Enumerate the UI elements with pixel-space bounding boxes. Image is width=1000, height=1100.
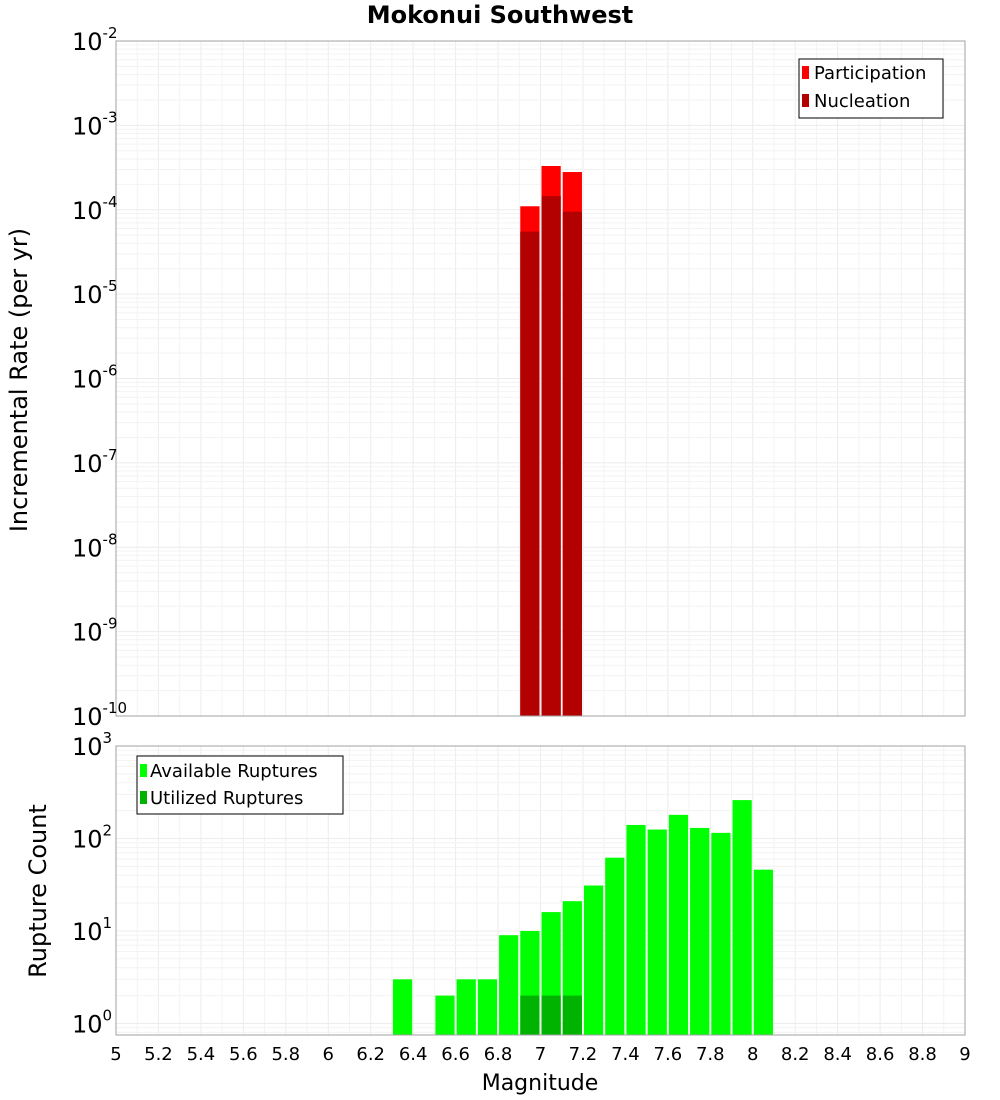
bottom-y-tick-label: 103 [72, 729, 112, 761]
available-ruptures-bar [499, 935, 519, 1035]
x-tick-label: 8 [747, 1044, 758, 1065]
x-axis-label: Magnitude [482, 1071, 599, 1096]
top-y-tick-label: 10-10 [72, 699, 127, 731]
x-ticks: 5 5.2 5.4 5.6 5.8 6 6.2 6.4 6.6 6.8 7 7.2 7.4 7.6 7.8 8… [110, 1044, 970, 1065]
x-tick-label: 9 [959, 1044, 970, 1065]
legend-label-available: Available Ruptures [150, 761, 318, 782]
x-tick-label: 6.8 [484, 1044, 513, 1065]
x-tick-label: 7 [535, 1044, 546, 1065]
x-tick-label: 5.8 [271, 1044, 300, 1065]
top-y-tick-label: 10-6 [72, 362, 118, 394]
available-ruptures-bar [583, 885, 604, 1035]
available-ruptures-bar [732, 800, 752, 1035]
x-tick-label: 8.2 [781, 1044, 810, 1065]
legend-swatch-participation [802, 66, 809, 79]
x-tick-label: 5.6 [229, 1044, 258, 1065]
top-y-tick-label: 10-5 [72, 277, 118, 309]
top-y-tick-label: 10-3 [72, 108, 118, 140]
legend-swatch-utilized [140, 791, 147, 804]
bottom-plot-frame [115, 745, 966, 1036]
top-y-tick-label: 10-9 [72, 615, 118, 647]
bottom-bars [392, 800, 773, 1035]
legend-label-utilized: Utilized Ruptures [150, 788, 303, 809]
available-ruptures-bar [753, 869, 773, 1035]
available-ruptures-bar [605, 857, 625, 1035]
top-plot-frame [115, 40, 966, 717]
x-tick-label: 8.8 [908, 1044, 937, 1065]
bottom-y-ticks: 100 101 102 103 [72, 729, 112, 1038]
top-gridlines [115, 41, 966, 717]
chart-title: Mokonui Southwest [367, 1, 634, 29]
x-tick-label: 7.6 [654, 1044, 683, 1065]
x-tick-label: 8.4 [823, 1044, 852, 1065]
top-legend-box [798, 58, 944, 119]
legend-label-participation: Participation [814, 63, 926, 84]
top-y-tick-label: 10-4 [72, 193, 118, 225]
available-ruptures-bar [668, 814, 689, 1035]
x-tick-label: 8.6 [866, 1044, 895, 1065]
x-tick-label: 5.4 [187, 1044, 216, 1065]
bottom-y-tick-label: 101 [72, 914, 112, 946]
top-y-axis-label: Incremental Rate (per yr) [5, 228, 33, 532]
available-ruptures-bar [435, 995, 455, 1035]
x-tick-label: 6 [323, 1044, 334, 1065]
x-tick-label: 7.8 [696, 1044, 725, 1065]
available-ruptures-bar [647, 829, 667, 1035]
nucleation-bar [541, 196, 561, 716]
top-y-tick-label: 10-7 [72, 446, 118, 478]
x-tick-label: 6.6 [441, 1044, 470, 1065]
x-tick-label: 6.2 [356, 1044, 385, 1065]
x-tick-label: 7.2 [569, 1044, 598, 1065]
bottom-legend: Available Ruptures Utilized Ruptures [136, 755, 344, 815]
legend-swatch-available [140, 764, 147, 777]
available-ruptures-bar [711, 832, 731, 1035]
top-y-tick-label: 10-2 [72, 24, 118, 56]
bottom-y-axis-label: Rupture Count [24, 804, 52, 978]
available-ruptures-bar [392, 979, 413, 1035]
utilized-ruptures-bar [562, 995, 582, 1035]
top-bars [520, 166, 582, 717]
legend-label-nucleation: Nucleation [814, 91, 910, 112]
nucleation-bar [562, 211, 582, 716]
x-tick-label: 5.2 [144, 1044, 173, 1065]
nucleation-bar [520, 231, 540, 716]
x-tick-label: 7.4 [611, 1044, 640, 1065]
top-y-tick-label: 10-8 [72, 530, 118, 562]
top-y-ticks: 10-10 10-9 10-8 10-7 10-6 10-5 10-4 10-3 10-2 [72, 24, 127, 731]
utilized-ruptures-bar [520, 995, 540, 1035]
utilized-ruptures-bar [541, 995, 561, 1035]
x-tick-label: 6.4 [399, 1044, 428, 1065]
legend-swatch-nucleation [802, 94, 809, 107]
bottom-panel: 100 101 102 103 5 5.2 5.4 5.6 5.8 6 6.2 6.4 6.6 6.8 7… [24, 729, 971, 1096]
bottom-legend-box [136, 755, 344, 815]
available-ruptures-bar [477, 979, 498, 1035]
available-ruptures-bar [690, 827, 710, 1035]
available-ruptures-bar [626, 824, 646, 1035]
available-ruptures-bar [456, 979, 476, 1035]
top-panel: 10-10 10-9 10-8 10-7 10-6 10-5 10-4 10-3 10-2 In… [5, 24, 966, 731]
bottom-y-tick-label: 102 [72, 821, 112, 853]
x-tick-label: 5 [110, 1044, 121, 1065]
bottom-y-tick-label: 100 [72, 1006, 112, 1038]
top-legend: Participation Nucleation [798, 58, 944, 119]
